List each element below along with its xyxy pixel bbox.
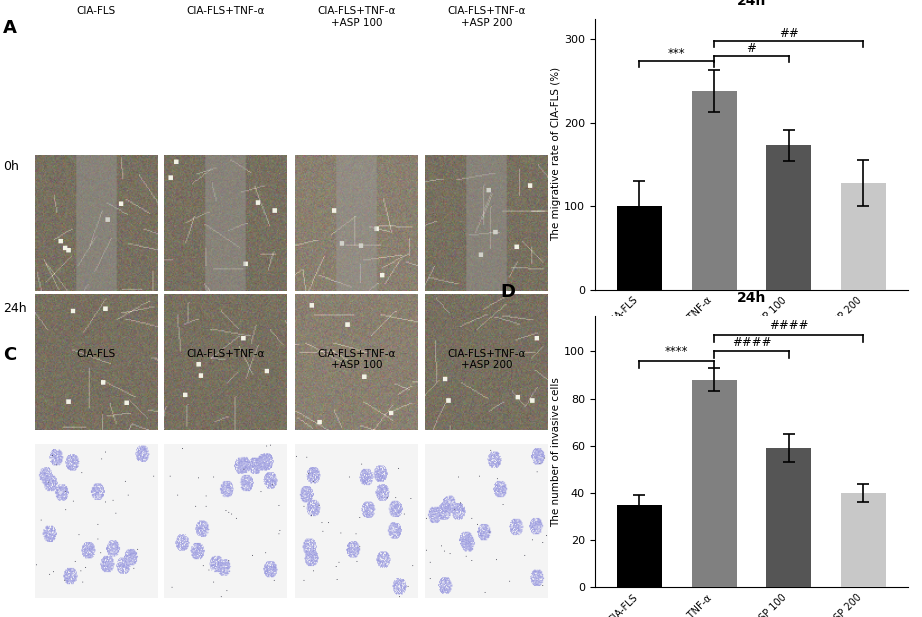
- Text: CIA-FLS+TNF-α
+ASP 100: CIA-FLS+TNF-α +ASP 100: [317, 6, 396, 28]
- Text: ****: ****: [665, 346, 689, 358]
- Text: ####: ####: [732, 336, 771, 349]
- Text: B: B: [501, 0, 514, 4]
- Text: CIA-FLS: CIA-FLS: [77, 349, 116, 358]
- Title: 24h: 24h: [737, 291, 766, 305]
- Text: CIA-FLS+TNF-α
+ASP 200: CIA-FLS+TNF-α +ASP 200: [447, 6, 526, 28]
- Text: 0h: 0h: [3, 160, 18, 173]
- Text: CIA-FLS+TNF-α: CIA-FLS+TNF-α: [186, 6, 265, 16]
- Text: D: D: [501, 283, 515, 301]
- Bar: [692, 379, 737, 587]
- Y-axis label: The migrative rate of CIA-FLS (%): The migrative rate of CIA-FLS (%): [551, 67, 561, 241]
- Title: 24h: 24h: [737, 0, 766, 7]
- Text: ***: ***: [668, 48, 686, 60]
- Bar: [766, 448, 811, 587]
- Bar: [692, 91, 737, 290]
- Text: CIA-FLS+TNF-α
+ASP 200: CIA-FLS+TNF-α +ASP 200: [447, 349, 526, 370]
- Y-axis label: The number of invasive cells: The number of invasive cells: [551, 377, 561, 526]
- Text: #: #: [747, 42, 756, 56]
- Text: A: A: [3, 19, 17, 36]
- Bar: [766, 146, 811, 290]
- Bar: [841, 493, 886, 587]
- Text: C: C: [3, 346, 16, 363]
- Text: CIA-FLS: CIA-FLS: [77, 6, 116, 16]
- Bar: [841, 183, 886, 290]
- Text: ##: ##: [779, 27, 798, 40]
- Text: CIA-FLS+TNF-α: CIA-FLS+TNF-α: [186, 349, 265, 358]
- Bar: [617, 207, 662, 290]
- Text: ####: ####: [769, 320, 809, 333]
- Bar: [617, 505, 662, 587]
- Text: CIA-FLS+TNF-α
+ASP 100: CIA-FLS+TNF-α +ASP 100: [317, 349, 396, 370]
- Text: 24h: 24h: [3, 302, 27, 315]
